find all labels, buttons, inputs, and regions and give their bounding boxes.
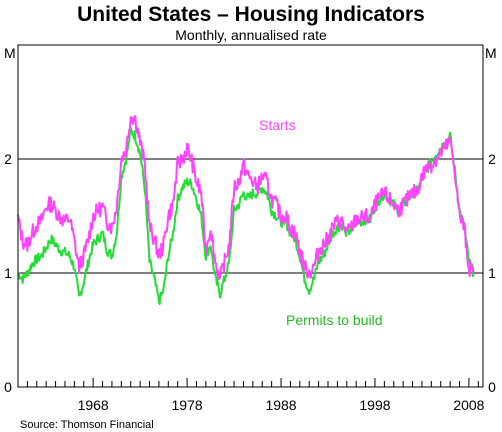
chart-subtitle: Monthly, annualised rate [175,27,327,43]
right-y-tick-label-2: 2 [488,151,496,167]
plot-frame [17,44,484,388]
series-label-starts: Starts [259,117,296,133]
left-axis-unit: M [4,45,16,61]
series-line-permits [17,127,475,305]
series-label-permits: Permits to build [286,312,382,328]
x-tick-label-1978: 1978 [172,397,203,413]
x-axis-ticks: 1968 1978 1988 1998 2008 [26,378,485,413]
right-y-axis-ticks: 0 1 2 [488,151,496,395]
x-tick-label-1998: 1998 [359,397,390,413]
right-y-tick-label-0: 0 [488,379,496,395]
gridlines [18,158,483,274]
series-lines [17,114,475,305]
left-y-tick-label-1: 1 [4,265,12,281]
x-tick-label-1988: 1988 [265,397,296,413]
left-y-tick-label-0: 0 [4,379,12,395]
series-line-starts [17,114,475,281]
chart-title: United States – Housing Indicators [77,3,425,26]
x-tick-label-1968: 1968 [78,397,109,413]
left-y-axis-ticks: 0 1 2 [4,151,12,395]
source-note: Source: Thomson Financial [20,419,154,431]
x-tick-label-2008: 2008 [453,397,484,413]
right-axis-unit: M [485,45,497,61]
right-y-tick-label-1: 1 [488,265,496,281]
left-y-tick-label-2: 2 [4,151,12,167]
